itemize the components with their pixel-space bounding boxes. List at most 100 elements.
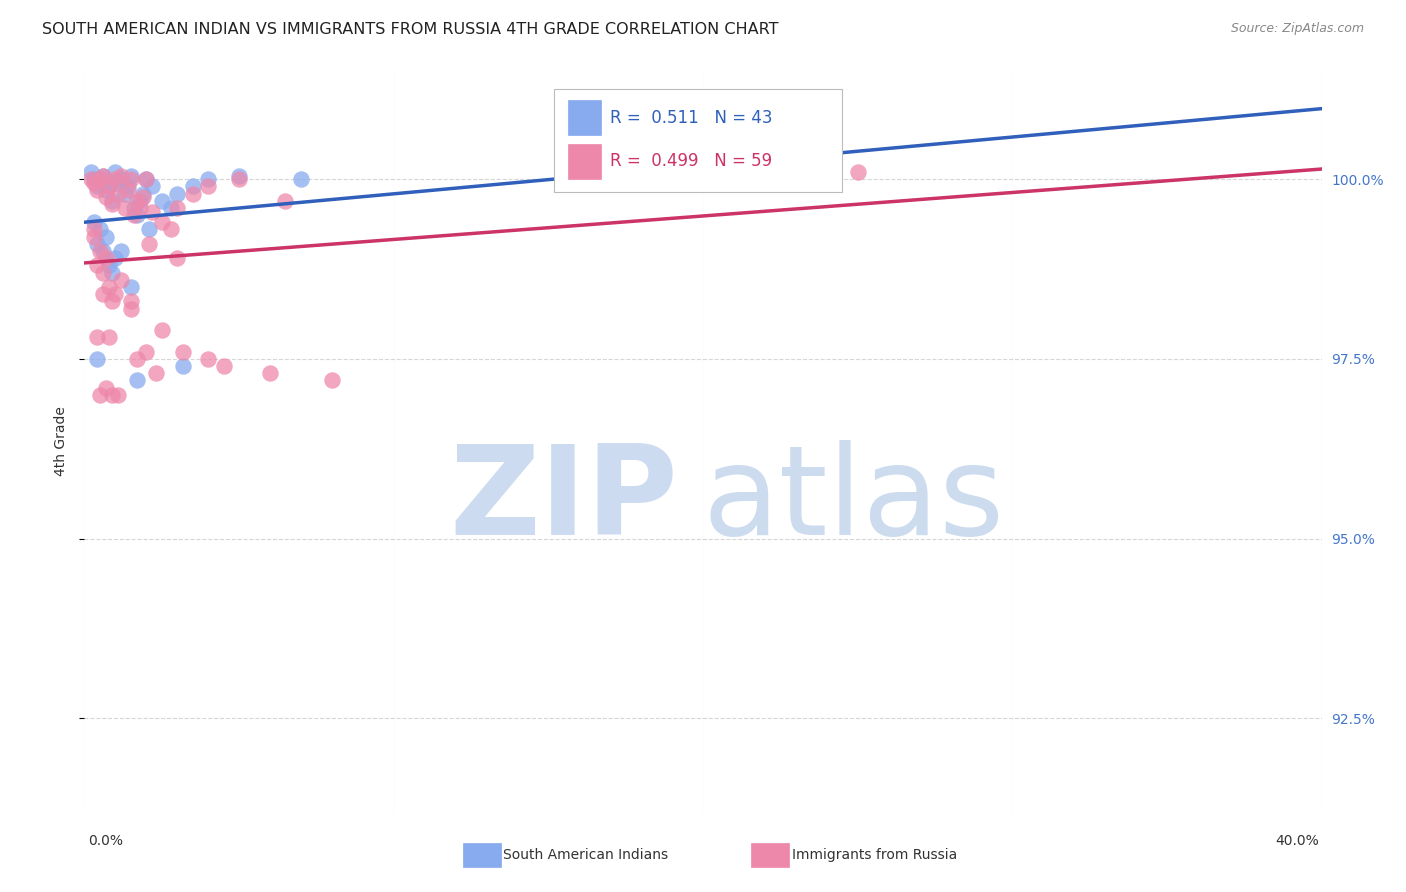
Point — [125, 194, 148, 208]
Point — [150, 194, 173, 208]
Point — [98, 179, 121, 194]
Text: 0.0%: 0.0% — [89, 834, 124, 848]
Point — [138, 236, 160, 251]
Point — [135, 172, 157, 186]
Point — [172, 344, 194, 359]
Point — [166, 201, 188, 215]
Point — [107, 186, 129, 201]
Point — [614, 165, 637, 179]
Point — [197, 351, 219, 366]
Point — [120, 169, 142, 183]
Point — [89, 388, 111, 402]
Point — [89, 172, 111, 186]
Text: ZIP: ZIP — [450, 441, 678, 561]
Point — [91, 287, 114, 301]
Text: atlas: atlas — [703, 441, 1005, 561]
Point — [107, 176, 129, 190]
Point — [129, 201, 152, 215]
Point — [104, 252, 127, 266]
Point — [132, 186, 155, 201]
Point — [122, 208, 145, 222]
Point — [228, 169, 250, 183]
Point — [135, 344, 157, 359]
Point — [89, 172, 111, 186]
Point — [150, 215, 173, 229]
Point — [599, 165, 621, 179]
Point — [94, 183, 117, 197]
Point — [79, 172, 101, 186]
Point — [259, 366, 281, 380]
Point — [114, 201, 136, 215]
Point — [101, 388, 124, 402]
Text: R =  0.511   N = 43: R = 0.511 N = 43 — [610, 109, 772, 127]
Point — [91, 266, 114, 280]
Point — [120, 172, 142, 186]
Point — [83, 229, 105, 244]
Point — [98, 179, 121, 194]
Point — [117, 179, 139, 194]
Point — [138, 222, 160, 236]
Point — [321, 374, 343, 388]
Point — [86, 351, 108, 366]
Point — [91, 244, 114, 258]
Point — [125, 351, 148, 366]
Text: South American Indians: South American Indians — [503, 848, 668, 863]
Point — [132, 190, 155, 204]
Point — [197, 172, 219, 186]
Point — [754, 161, 776, 176]
Point — [83, 222, 105, 236]
Text: SOUTH AMERICAN INDIAN VS IMMIGRANTS FROM RUSSIA 4TH GRADE CORRELATION CHART: SOUTH AMERICAN INDIAN VS IMMIGRANTS FROM… — [42, 22, 779, 37]
Point — [89, 222, 111, 236]
Point — [101, 294, 124, 309]
Point — [83, 215, 105, 229]
Point — [141, 179, 163, 194]
Point — [86, 183, 108, 197]
Point — [83, 172, 105, 186]
Point — [166, 252, 188, 266]
Text: Immigrants from Russia: Immigrants from Russia — [792, 848, 957, 863]
Point — [107, 388, 129, 402]
Point — [122, 201, 145, 215]
Point — [181, 186, 204, 201]
Point — [101, 266, 124, 280]
Point — [98, 259, 121, 273]
Point — [86, 330, 108, 344]
Point — [160, 222, 183, 236]
Y-axis label: 4th Grade: 4th Grade — [53, 407, 67, 476]
Point — [120, 280, 142, 294]
Text: Source: ZipAtlas.com: Source: ZipAtlas.com — [1230, 22, 1364, 36]
Point — [104, 172, 127, 186]
Point — [117, 183, 139, 197]
Point — [125, 374, 148, 388]
Point — [101, 197, 124, 211]
Text: 40.0%: 40.0% — [1275, 834, 1319, 848]
Point — [91, 169, 114, 183]
Point — [135, 172, 157, 186]
Point — [197, 179, 219, 194]
Point — [166, 186, 188, 201]
Point — [94, 229, 117, 244]
Point — [150, 323, 173, 337]
Point — [120, 294, 142, 309]
Point — [181, 179, 204, 194]
Point — [125, 208, 148, 222]
Point — [228, 172, 250, 186]
Point — [110, 172, 132, 186]
Point — [110, 169, 132, 183]
Point — [94, 252, 117, 266]
Point — [212, 359, 235, 373]
Point — [129, 194, 152, 208]
Point — [172, 359, 194, 373]
Point — [290, 172, 312, 186]
Point — [91, 169, 114, 183]
Point — [104, 287, 127, 301]
Point — [98, 280, 121, 294]
Point — [86, 179, 108, 194]
Point — [86, 259, 108, 273]
Point — [98, 330, 121, 344]
Point — [89, 244, 111, 258]
Point — [110, 273, 132, 287]
Point — [79, 165, 101, 179]
Point — [94, 190, 117, 204]
Point — [104, 165, 127, 179]
